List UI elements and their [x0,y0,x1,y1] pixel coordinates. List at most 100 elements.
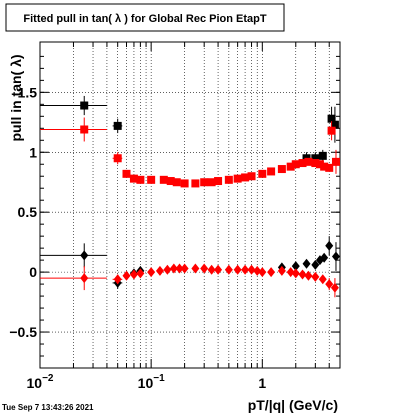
data-point-diamond [191,263,200,274]
data-point-diamond [247,264,256,275]
data-point-square [172,178,181,187]
data-point-square [147,175,156,184]
data-point-diamond [241,264,250,275]
data-point-square [311,154,320,163]
data-point-square [80,125,89,134]
plot-frame [39,41,341,369]
data-point-diamond [122,270,131,281]
axis-ticks [39,42,341,368]
data-point-square [214,177,223,186]
grid-lines [40,42,340,368]
data-point-square [311,159,320,168]
data-point-diamond [180,263,189,274]
data-point-square [327,126,336,135]
x-tick-exponent: −2 [42,373,54,384]
data-point-diamond [325,279,334,290]
data-point-diamond [320,252,329,263]
data-point-diamond [163,264,172,275]
x-tick-exponent: −1 [153,373,165,384]
data-point-square [267,167,276,176]
data-point-square [327,114,336,123]
data-point-square [315,160,324,169]
y-tick-label: −0.5 [9,324,37,340]
data-point-diamond [113,274,122,285]
data-point-diamond [286,267,295,278]
data-point-square [318,151,327,160]
data-point-diamond [311,259,320,270]
data-point-diamond [302,258,311,269]
data-point-square [330,120,339,129]
data-point-diamond [291,261,300,272]
data-point-square [80,101,89,110]
data-point-diamond [311,271,320,282]
chart-title: Fitted pull in tan( λ ) for Global Rec P… [23,13,267,25]
data-point-square [320,162,329,171]
data-point-square [136,175,145,184]
data-point-diamond [298,269,307,280]
data-point-square [166,177,175,186]
data-point-diamond [267,267,276,278]
data-point-square [129,174,138,183]
data-point-square [331,157,340,166]
x-axis-label: pT/|q| (GeV/c) [248,397,338,413]
data-point-square [122,169,131,178]
data-point-diamond [80,250,89,261]
data-point-diamond [277,265,286,276]
x-tick-base: 10 [27,375,43,391]
data-point-diamond [253,265,262,276]
data-point-square [258,169,267,178]
x-tick-label: 1 [258,375,266,391]
data-point-diamond [147,267,156,278]
data-point-diamond [304,270,313,281]
y-tick-label: 1 [29,144,37,160]
data-point-square [224,175,233,184]
y-tick-label: 0 [29,264,37,280]
data-point-square [200,178,209,187]
data-point-diamond [331,251,340,262]
data-point-square [241,173,250,182]
data-point-diamond [169,263,178,274]
data-point-diamond [233,264,242,275]
data-point-diamond [80,273,89,284]
timestamp: Tue Sep 7 13:43:26 2021 [2,403,94,412]
data-point-diamond [224,264,233,275]
data-point-square [180,179,189,188]
data-point-square [277,165,286,174]
data-point-square [233,174,242,183]
x-tick-label: 10−2 [27,373,54,391]
data-point-diamond [258,267,267,278]
y-tick-label: 1.5 [18,84,38,100]
y-tick-labels: −0.5 0 0.5 1 1.5 [9,84,37,340]
data-point-diamond [175,263,184,274]
data-point-square [247,172,256,181]
data-point-square [207,178,216,187]
data-point-square [113,154,122,163]
data-point-diamond [129,269,138,280]
data-point-diamond [318,274,327,285]
data-point-diamond [200,263,209,274]
data-point-square [304,157,313,166]
data-markers [40,95,340,298]
data-point-square [325,163,334,172]
x-tick-labels: 10−2 10−1 1 [27,373,267,391]
y-axis-label: pull in tan( λ) [8,54,24,141]
y-tick-label: 0.5 [18,204,38,220]
data-point-diamond [291,268,300,279]
data-point-diamond [330,282,339,293]
data-point-diamond [136,268,145,279]
title-box: Fitted pull in tan( λ ) for Global Rec P… [5,3,285,32]
data-point-square [291,160,300,169]
data-point-square [191,179,200,188]
data-point-diamond [325,240,334,251]
data-point-diamond [207,264,216,275]
data-point-square [298,159,307,168]
data-point-square [159,175,168,184]
data-point-diamond [214,264,223,275]
data-point-square [113,121,122,130]
data-point-square [286,162,295,171]
data-point-diamond [155,265,164,276]
x-tick-label: 10−1 [138,373,165,391]
x-tick-base: 1 [258,375,266,391]
x-tick-base: 10 [138,375,154,391]
